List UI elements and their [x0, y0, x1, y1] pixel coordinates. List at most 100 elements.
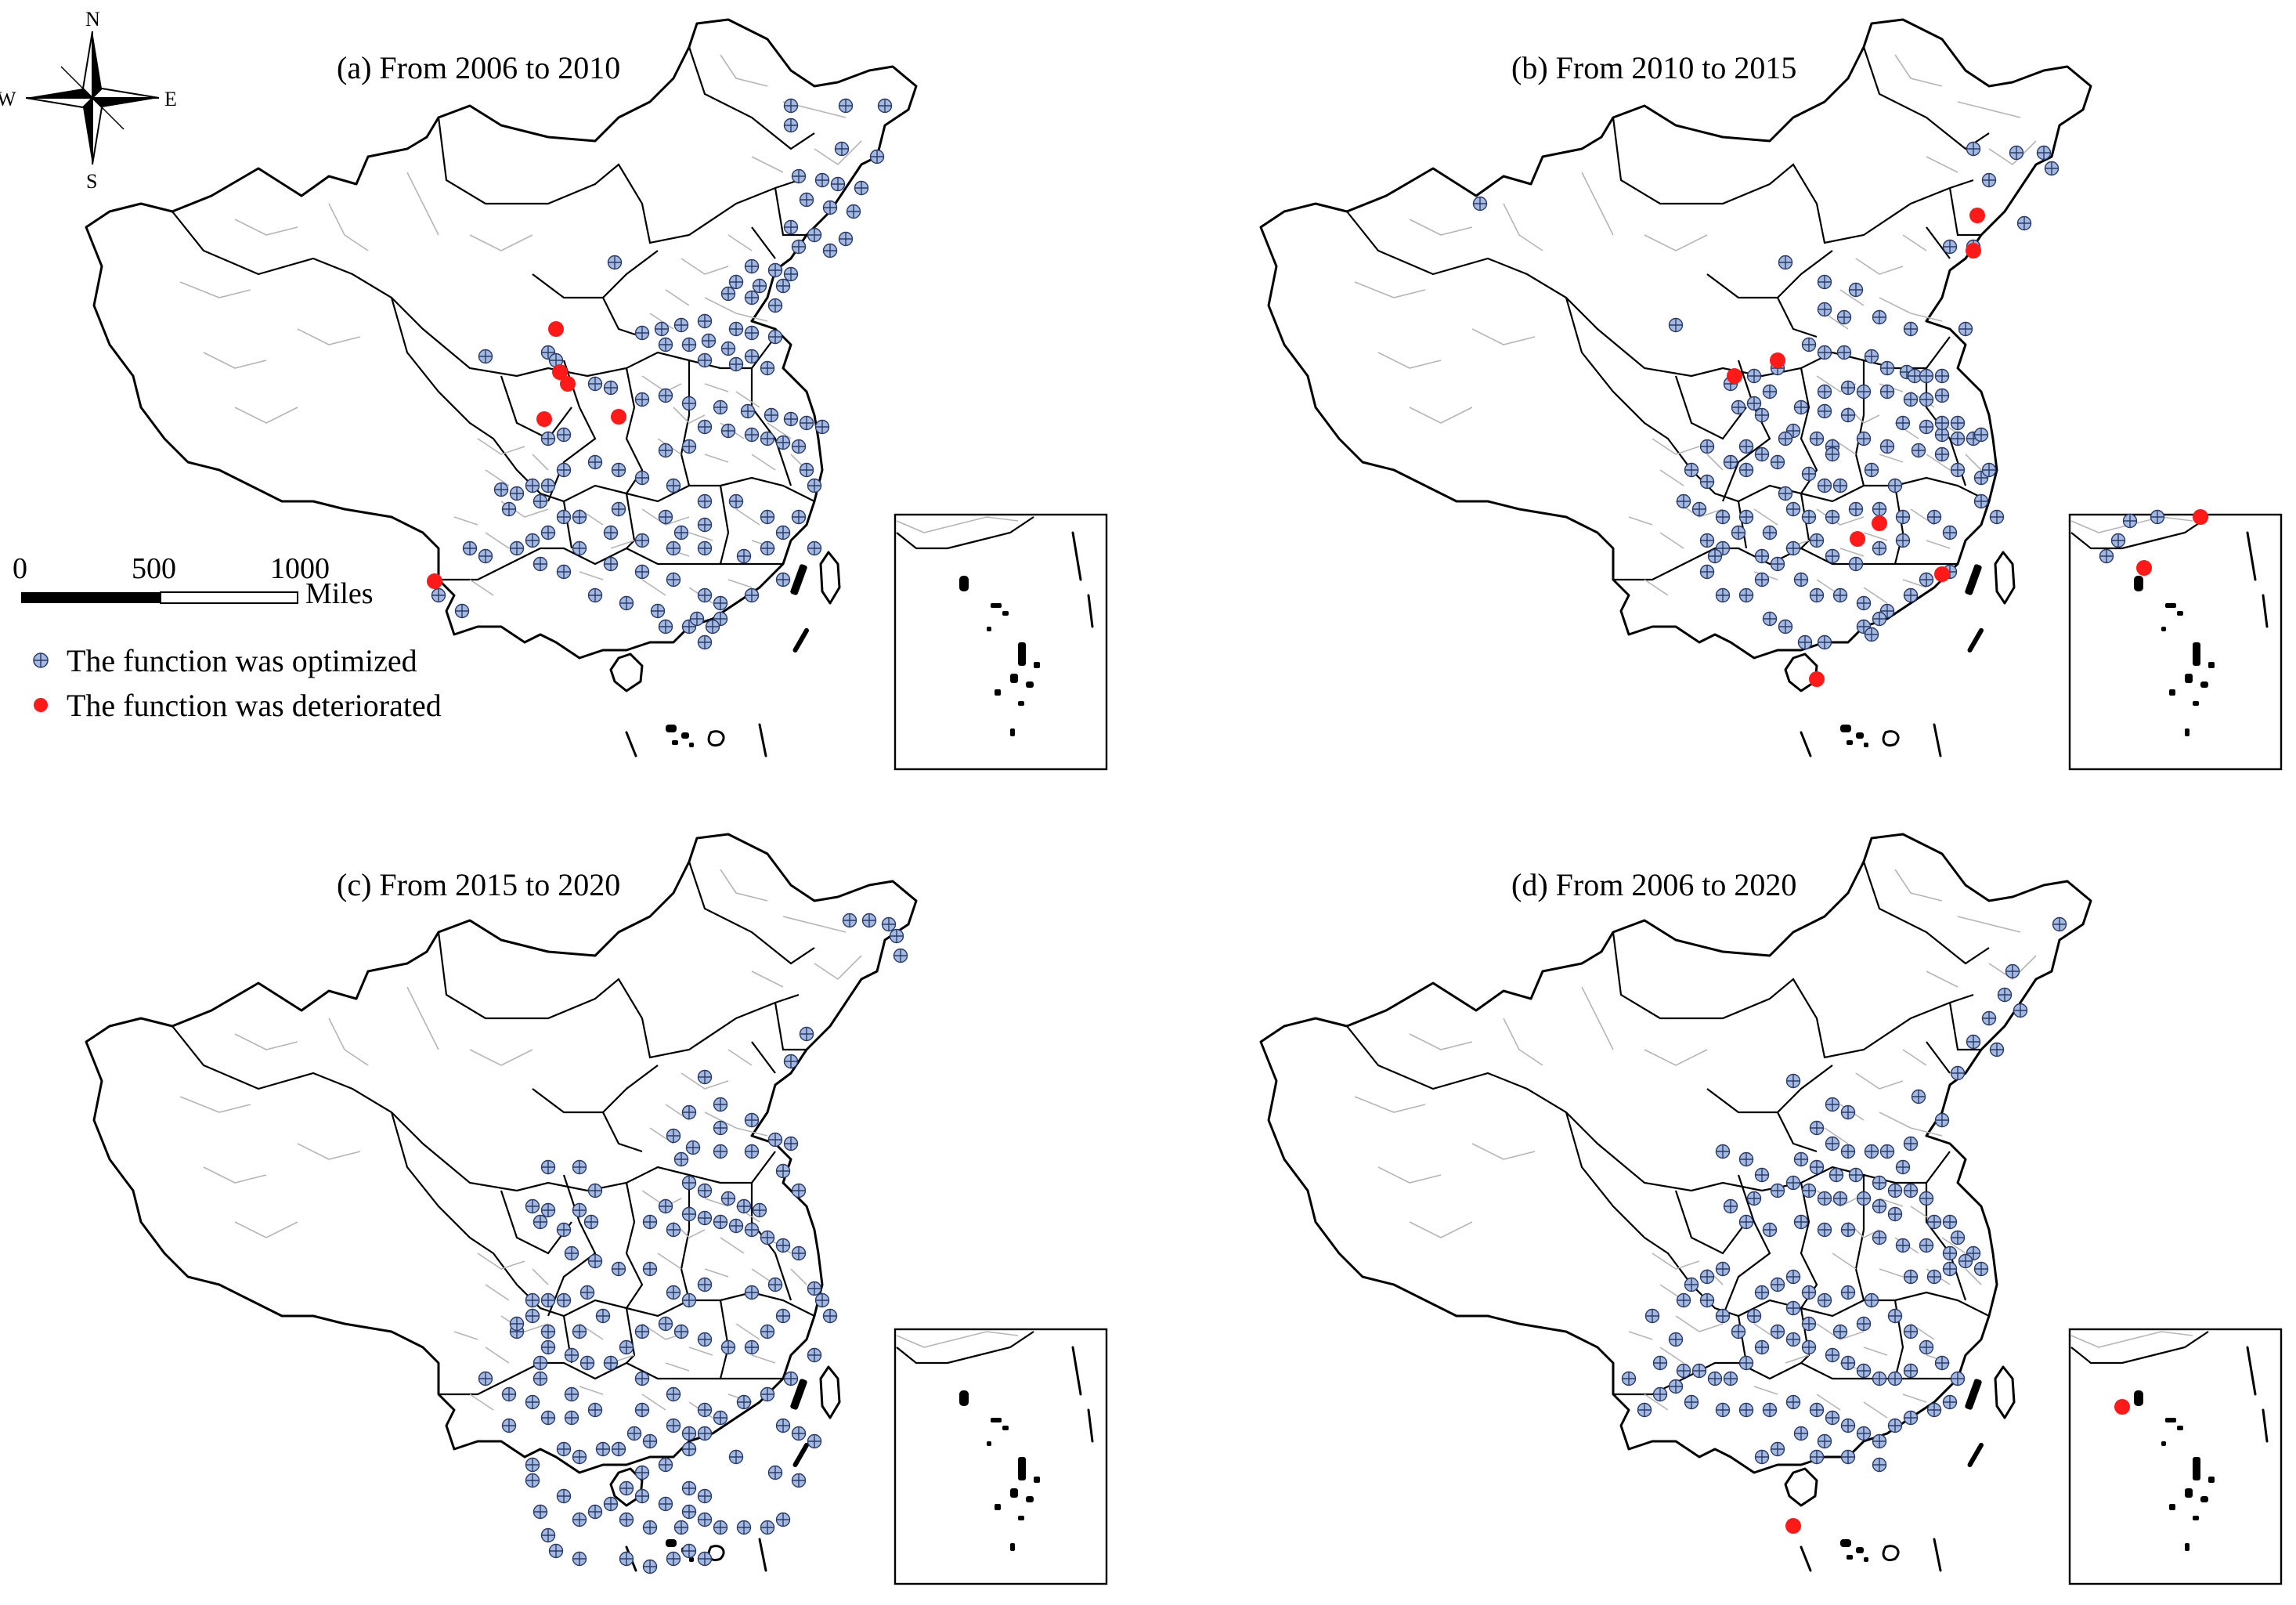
panel-c-optimized-marker [728, 1449, 744, 1465]
panel-d-optimized-marker [1832, 1191, 1848, 1206]
panel-b-deteriorated-marker [1966, 243, 1981, 258]
panel-d-optimized-marker [1715, 1144, 1731, 1159]
panel-a-optimized-marker [673, 317, 689, 333]
panel-c-optimized-marker [666, 1128, 681, 1144]
panel-b-optimized-marker [1754, 446, 1770, 462]
panel-c-optimized-marker [634, 1465, 650, 1480]
panel-c-optimized-marker [587, 1253, 603, 1269]
panel-a-optimized-marker [681, 337, 697, 352]
panel-c-optimized-marker [791, 1183, 807, 1198]
panel-b-optimized-marker [1817, 274, 1832, 290]
panel-d-optimized-marker [1950, 1230, 1966, 1245]
panel-b-optimized-marker [1872, 611, 1887, 627]
panel-c-optimized-marker [697, 1426, 713, 1441]
panel-d-optimized-marker [1887, 1206, 1903, 1222]
panel-a-optimized-marker [654, 321, 670, 337]
panel-d-optimized-marker [1738, 1402, 1754, 1418]
panel-b-optimized-marker [2044, 161, 2060, 176]
panel-d-optimized-marker [1848, 1167, 1864, 1183]
panel-b-optimized-marker [1676, 493, 1691, 509]
panel-c-optimized-marker [525, 1473, 540, 1488]
panel-a-optimized-marker [697, 493, 713, 509]
panel-c-optimized-marker [713, 1214, 728, 1230]
panel-d-optimized-marker [1746, 1308, 1762, 1324]
panel-c-optimized-marker [532, 1504, 548, 1520]
panel-b-optimized-marker [1699, 474, 1715, 490]
panel-c-optimized-marker [760, 1324, 775, 1339]
panel-a-optimized-marker [431, 587, 446, 603]
panel-c-optimized-marker [775, 1238, 791, 1253]
panel-a-optimized-marker [783, 219, 799, 235]
panel-b-optimized-marker [1879, 360, 1895, 376]
panel-a-optimized-marker [854, 180, 869, 196]
panel-d-optimized-marker [1668, 1332, 1684, 1347]
panel-c-optimized-marker [587, 1183, 603, 1198]
panel-c-optimized-marker [775, 1163, 791, 1179]
panel-a-optimized-marker [740, 403, 756, 419]
panel-a-optimized-marker [744, 325, 760, 341]
panel-c-optimized-marker [525, 1308, 540, 1324]
panel-d-optimized-marker [1872, 1198, 1887, 1214]
panel-b-optimized-marker [1699, 439, 1715, 454]
panel-c-optimized-marker [525, 1457, 540, 1473]
panel-c-optimized-marker [556, 1292, 572, 1308]
panel-d-optimized-marker [1825, 1097, 1840, 1112]
panel-d-optimized-marker [1738, 1151, 1754, 1167]
panel-d-optimized-marker [1887, 1183, 1903, 1198]
panel-b-optimized-marker [1785, 540, 1801, 556]
panel-d-optimized-marker [1966, 1034, 1981, 1050]
panel-c-optimized-marker [564, 1245, 579, 1261]
panel-a-optimized-marker [572, 540, 587, 556]
panel-b-optimized-marker [2110, 533, 2126, 548]
panel-d-optimized-marker [1793, 1214, 1809, 1230]
panel-c-optimized-marker [697, 1512, 713, 1527]
panel-d-optimized-marker [1950, 1371, 1966, 1386]
panel-d-optimized-marker [1903, 1363, 1919, 1379]
panel-c-optimized-marker [619, 1339, 634, 1355]
panel-d-optimized-marker [1887, 1418, 1903, 1433]
panel-d-optimized-marker [1903, 1324, 1919, 1339]
panel-b-markers [1472, 141, 2208, 687]
panel-a-optimized-marker [838, 231, 854, 247]
panel-d-optimized-marker [1872, 1230, 1887, 1245]
panel-c-optimized-marker [540, 1324, 556, 1339]
panel-c-optimized-marker [525, 1198, 540, 1214]
panel-c-optimized-marker [736, 1198, 752, 1214]
panel-b-optimized-marker [1832, 587, 1848, 603]
panel-a-optimized-marker [764, 407, 779, 423]
panel-d-optimized-marker [1676, 1292, 1691, 1308]
panel-c-optimized-marker [881, 916, 897, 932]
panel-b-optimized-marker [1934, 368, 1950, 384]
panel-c-optimized-marker [532, 1355, 548, 1371]
panel-a-optimized-marker [462, 540, 478, 556]
panel-a-optimized-marker [728, 493, 744, 509]
panel-b-optimized-marker [1793, 572, 1809, 587]
panel-a-optimized-marker [736, 548, 752, 564]
panel-b-optimized-marker [1785, 501, 1801, 517]
panel-a-optimized-marker [634, 325, 650, 341]
panel-b-title: (b) From 2010 to 2015 [1511, 50, 1796, 85]
panel-c-optimized-marker [564, 1410, 579, 1426]
panel-a-optimized-marker [454, 603, 470, 619]
panel-c-optimized-marker [666, 1285, 681, 1300]
panel-b-optimized-marker [1911, 443, 1926, 458]
panel-b-optimized-marker [1942, 525, 1958, 540]
panel-b-optimized-marker [1973, 493, 1989, 509]
panel-b-optimized-marker [1840, 407, 1856, 423]
panel-c-markers [478, 913, 908, 1574]
panel-c-optimized-marker [532, 1371, 548, 1386]
panel-a-optimized-marker [783, 266, 799, 282]
panel-c-title: (c) From 2015 to 2020 [337, 867, 620, 902]
compass-east: E [164, 88, 177, 110]
panel-a-optimized-marker [791, 439, 807, 454]
panel-a-optimized-marker [783, 98, 799, 114]
panel-c-optimized-marker [556, 1441, 572, 1457]
panel-b-optimized-marker [1715, 509, 1731, 525]
panel-c-optimized-marker [807, 1433, 822, 1449]
panel-b-optimized-marker [1770, 454, 1785, 470]
panel-c-optimized-marker [681, 1480, 697, 1496]
panel-d-optimized-marker [1809, 1120, 1825, 1136]
panel-a-optimized-marker [713, 595, 728, 611]
panel-c-optimized-marker [767, 1465, 783, 1480]
panel-c-optimized-marker [775, 1418, 791, 1433]
